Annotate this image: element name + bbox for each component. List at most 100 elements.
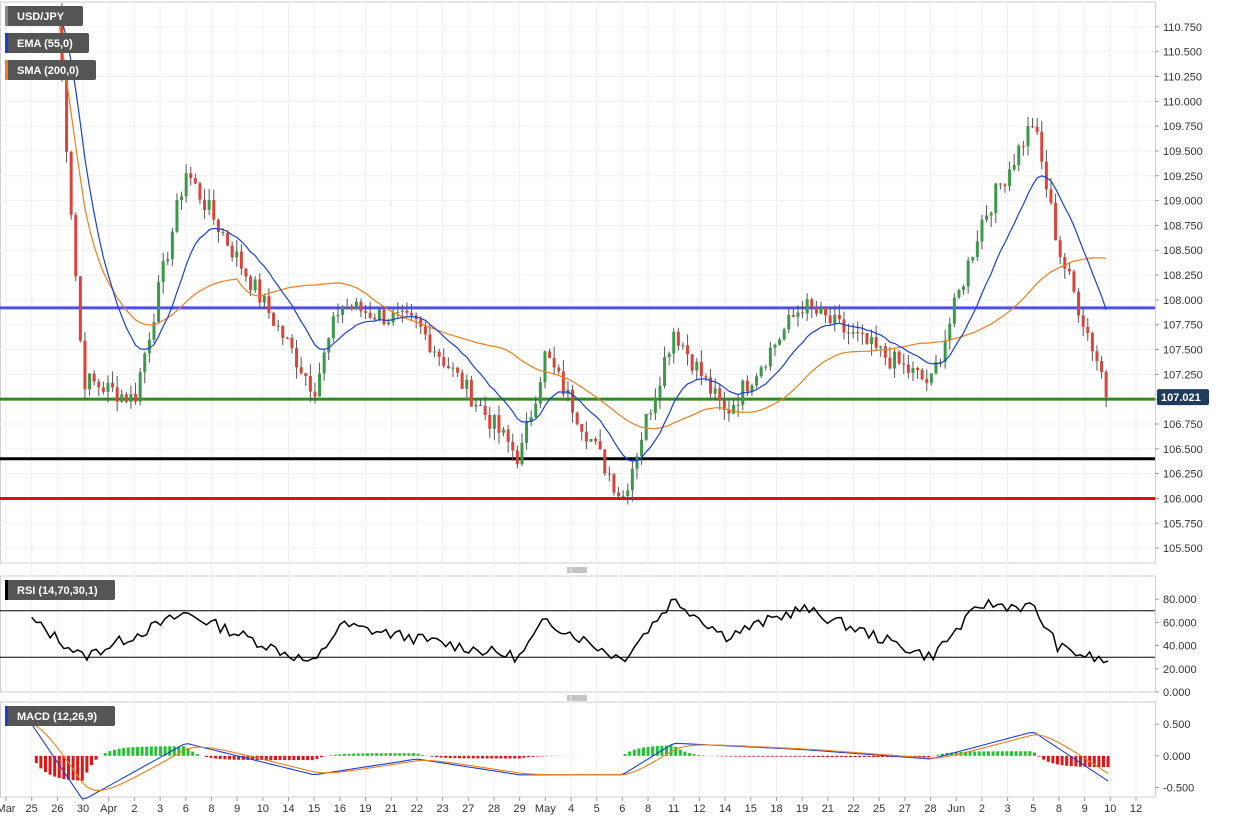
candle-body [230, 245, 234, 258]
macd-histogram-bar [761, 755, 765, 757]
macd-histogram-bar [936, 754, 940, 756]
candle-body [92, 373, 96, 382]
macd-histogram-bar [793, 755, 797, 757]
candle-body [690, 354, 694, 371]
candle-body [1040, 131, 1044, 162]
macd-histogram-bar [1092, 755, 1096, 767]
candle-body [111, 382, 115, 388]
macd-histogram-bar [1065, 755, 1069, 766]
macd-histogram-bar [315, 755, 319, 759]
x-tick-label: 4 [568, 803, 574, 815]
candle-body [837, 314, 841, 320]
candle-body [543, 351, 547, 383]
candle-body [695, 361, 699, 371]
macd-histogram-bar [885, 755, 889, 758]
x-tick-label: 14 [282, 803, 294, 815]
candle-body [929, 373, 933, 384]
candle-body [483, 405, 487, 416]
macd-histogram-bar [163, 746, 167, 756]
candle-body [221, 232, 225, 234]
candle-body [364, 311, 368, 313]
macd-histogram-bar [816, 755, 820, 757]
x-tick-label: 12 [693, 803, 705, 815]
candle-body [239, 251, 243, 269]
macd-histogram-bar [292, 755, 296, 761]
macd-histogram-bar [664, 745, 668, 756]
candle-body [1054, 202, 1058, 241]
candle-body [548, 351, 552, 359]
candle-body [975, 241, 979, 257]
macd-histogram-bar [844, 755, 848, 758]
x-tick-label: 22 [847, 803, 859, 815]
macd-histogram-bar [103, 753, 107, 756]
candle-body [1058, 240, 1062, 258]
candle-body [115, 387, 119, 402]
rsi-legend: RSI (14,70,30,1) [17, 585, 98, 597]
candle-body [253, 279, 257, 291]
macd-histogram-bar [117, 748, 121, 756]
macd-histogram-bar [329, 755, 333, 756]
macd-histogram-bar [747, 755, 751, 757]
candle-body [801, 312, 805, 314]
candle-body [925, 379, 929, 384]
macd-histogram-bar [365, 753, 369, 756]
candle-body [727, 409, 731, 414]
candle-body [819, 307, 823, 314]
candle-body [433, 351, 437, 353]
macd-histogram-bar [917, 755, 921, 758]
candle-body [998, 183, 1002, 185]
candle-body [874, 337, 878, 348]
candle-body [170, 231, 174, 260]
macd-histogram-bar [683, 751, 687, 756]
macd-histogram-bar [407, 753, 411, 756]
macd-histogram-bar [812, 755, 816, 757]
macd-histogram-bar [835, 755, 839, 758]
candle-body [796, 312, 800, 317]
candle-body [515, 450, 519, 464]
candle-body [653, 397, 657, 414]
macd-histogram-bar [513, 755, 517, 759]
candle-body [479, 404, 483, 406]
candle-body [1012, 164, 1016, 170]
macd-histogram-bar [485, 755, 489, 759]
candle-body [299, 367, 303, 374]
candle-body [621, 496, 625, 498]
candle-body [676, 331, 680, 346]
candle-body [382, 309, 386, 325]
candle-body [1003, 184, 1007, 187]
macd-histogram-bar [57, 755, 61, 778]
candle-body [833, 314, 837, 324]
macd-histogram-bar [954, 752, 958, 756]
macd-histogram-bar [62, 755, 66, 779]
macd-histogram-bar [191, 751, 195, 756]
candle-body [244, 268, 248, 277]
macd-histogram-bar [766, 755, 770, 757]
macd-histogram-bar [526, 755, 530, 758]
ema-legend-swatch [5, 33, 8, 53]
candle-body [607, 473, 611, 475]
candle-body [787, 314, 791, 330]
candle-body [920, 370, 924, 380]
candle-body [331, 316, 335, 339]
candle-body [525, 421, 529, 443]
macd-histogram-bar [80, 755, 84, 781]
candle-body [538, 382, 542, 404]
x-tick-label: Apr [100, 803, 117, 815]
x-tick-label: 8 [645, 803, 651, 815]
macd-histogram-bar [927, 755, 931, 758]
macd-histogram-bar [393, 753, 397, 756]
candle-body [1026, 126, 1030, 147]
ema-line [56, 11, 1107, 462]
candle-body [400, 310, 404, 312]
macd-histogram-bar [490, 755, 494, 759]
macd-histogram-bar [1019, 751, 1023, 756]
candle-body [603, 449, 607, 474]
macd-histogram-bar [531, 755, 535, 757]
sma-legend-swatch [5, 60, 8, 80]
candle-body [497, 415, 501, 433]
candle-body [934, 362, 938, 374]
macd-histogram-bar [876, 755, 880, 758]
macd-histogram-bar [779, 755, 783, 757]
candle-body [152, 322, 156, 340]
